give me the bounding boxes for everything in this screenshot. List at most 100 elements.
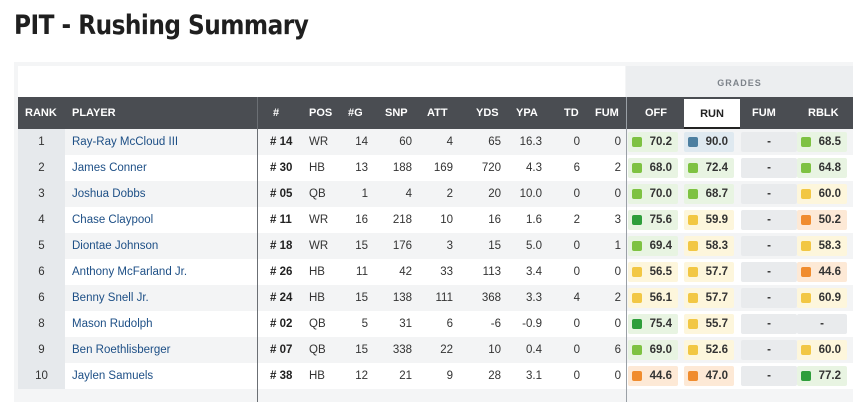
fumbles: 6 <box>614 344 621 356</box>
yards: 20 <box>488 188 501 200</box>
yards-per-attempt: 1.6 <box>526 214 542 226</box>
rank: 10 <box>18 363 65 389</box>
col-header-pos[interactable]: POS <box>309 107 333 119</box>
jersey-number: # 38 <box>270 363 292 389</box>
grade-tier-swatch <box>801 345 811 355</box>
col-header-player[interactable]: PLAYER <box>72 107 116 119</box>
games: 13 <box>355 162 368 174</box>
off-grade: 70.2 <box>628 132 678 152</box>
player-name[interactable]: Chase Claypool <box>72 214 154 226</box>
player-name[interactable]: Joshua Dobbs <box>72 188 146 200</box>
grade-value: 50.2 <box>818 214 841 226</box>
col-header-number[interactable]: # <box>273 107 280 119</box>
fum-grade: - <box>741 184 797 204</box>
grade-tier-swatch <box>688 371 698 381</box>
rblk-grade: 60.9 <box>797 288 847 308</box>
grade-value: - <box>767 370 771 382</box>
rblk-grade: 68.5 <box>797 132 847 152</box>
table-top-spacer <box>18 66 625 99</box>
col-header-yds[interactable]: YDS <box>476 107 499 119</box>
off-grade: 75.4 <box>628 314 678 334</box>
player-name[interactable]: Diontae Johnson <box>72 240 159 252</box>
col-header-run[interactable]: RUN <box>684 99 740 129</box>
touchdowns: 0 <box>573 240 580 252</box>
player-name[interactable]: Ray-Ray McCloud III <box>72 136 179 148</box>
jersey-number: # 02 <box>270 311 292 337</box>
grades-divider <box>626 97 627 402</box>
fum-grade: - <box>741 158 797 178</box>
grade-value: 57.7 <box>705 292 728 304</box>
rblk-grade: 60.0 <box>797 184 847 204</box>
fumbles: 3 <box>614 214 621 226</box>
grade-value: 58.3 <box>705 240 728 252</box>
rushing-summary-table: GRADES RANK PLAYER # POS #G SNP ATT YDS … <box>14 62 853 402</box>
position: HB <box>309 370 325 382</box>
grade-tier-swatch <box>632 371 642 381</box>
grade-value: 44.6 <box>649 370 672 382</box>
grade-value: 68.7 <box>705 188 728 200</box>
col-header-fum[interactable]: FUM <box>595 107 619 119</box>
games: 15 <box>355 344 368 356</box>
col-header-rank[interactable]: RANK <box>25 107 57 119</box>
player-name[interactable]: Ben Roethlisberger <box>72 344 171 356</box>
off-grade: 68.0 <box>628 158 678 178</box>
yards-per-attempt: 3.4 <box>526 266 542 278</box>
col-header-rblk[interactable]: RBLK <box>808 107 839 119</box>
player-name[interactable]: Mason Rudolph <box>72 318 153 330</box>
grade-tier-swatch <box>688 267 698 277</box>
touchdowns: 0 <box>573 136 580 148</box>
fum-grade: - <box>741 132 797 152</box>
fumbles: 2 <box>614 162 621 174</box>
touchdowns: 4 <box>573 292 580 304</box>
touchdowns: 0 <box>573 188 580 200</box>
grade-value: 60.0 <box>818 344 841 356</box>
grade-value: 60.0 <box>818 188 841 200</box>
jersey-number-value: 18 <box>279 240 293 252</box>
col-header-fum-grade[interactable]: FUM <box>752 107 776 119</box>
yards-per-attempt: 3.3 <box>526 292 542 304</box>
grade-value: 44.6 <box>818 266 841 278</box>
grade-value: 64.8 <box>818 162 841 174</box>
grade-value: - <box>767 214 771 226</box>
player-name[interactable]: Anthony McFarland Jr. <box>72 266 188 278</box>
col-header-games[interactable]: #G <box>348 107 363 119</box>
jersey-number: # 30 <box>270 155 292 181</box>
player-name[interactable]: Jaylen Samuels <box>72 370 154 382</box>
col-header-off[interactable]: OFF <box>645 107 667 119</box>
grade-value: 70.2 <box>649 136 672 148</box>
attempts: 4 <box>446 136 453 148</box>
col-header-snp[interactable]: SNP <box>385 107 408 119</box>
grade-tier-swatch <box>688 241 698 251</box>
fum-grade: - <box>741 236 797 256</box>
col-header-att[interactable]: ATT <box>427 107 448 119</box>
yards-per-attempt: 16.3 <box>519 136 542 148</box>
page-title: PIT - Rushing Summary <box>14 10 309 41</box>
jersey-number: # 07 <box>270 337 292 363</box>
off-grade: 56.1 <box>628 288 678 308</box>
rank: 3 <box>18 181 65 207</box>
rblk-grade: 58.3 <box>797 236 847 256</box>
number-hash: # <box>270 292 280 304</box>
position: QB <box>309 344 326 356</box>
yards: 16 <box>488 214 501 226</box>
rank: 1 <box>18 129 65 155</box>
grade-value: - <box>767 188 771 200</box>
snaps: 218 <box>392 214 412 226</box>
grade-tier-swatch <box>632 267 642 277</box>
attempts: 6 <box>446 318 453 330</box>
grade-tier-swatch <box>632 163 642 173</box>
number-hash: # <box>270 214 280 226</box>
player-name[interactable]: James Conner <box>72 162 147 174</box>
run-grade: 72.4 <box>684 158 734 178</box>
col-header-td[interactable]: TD <box>564 107 579 119</box>
player-name[interactable]: Benny Snell Jr. <box>72 292 149 304</box>
grade-tier-swatch <box>688 189 698 199</box>
col-header-ypa[interactable]: YPA <box>516 107 538 119</box>
yards-per-attempt: 4.3 <box>526 162 542 174</box>
yards: 15 <box>488 240 501 252</box>
touchdowns: 0 <box>573 344 580 356</box>
grade-value: 47.0 <box>705 370 728 382</box>
grade-value: - <box>767 136 771 148</box>
run-grade: 59.9 <box>684 210 734 230</box>
grade-value: 57.7 <box>705 266 728 278</box>
